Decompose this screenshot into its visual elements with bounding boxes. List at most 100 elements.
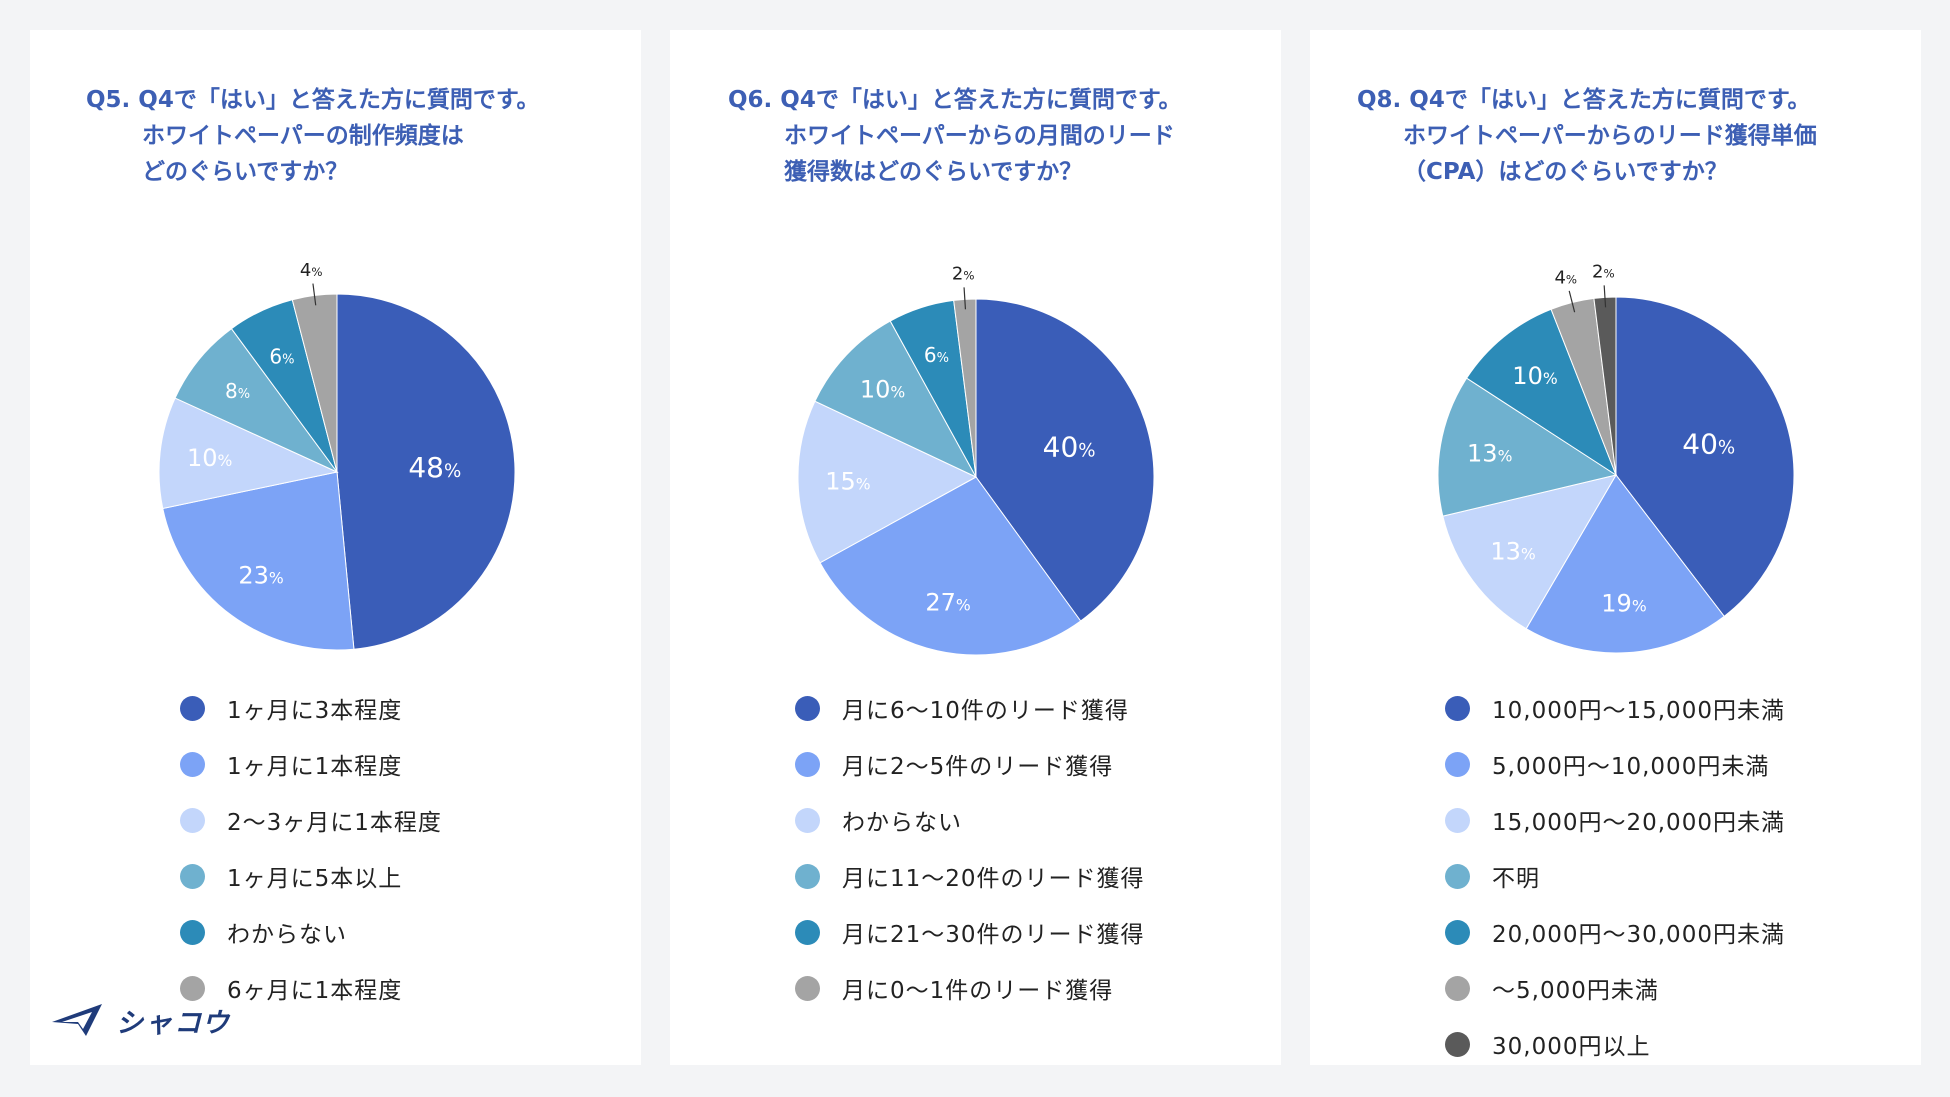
leader-line (1603, 285, 1607, 308)
pie-slice (975, 298, 1155, 622)
legend-swatch (795, 919, 820, 945)
legend-item: 月に2〜5件のリード獲得 (795, 736, 1145, 792)
slice-value-label: 48% (408, 451, 461, 484)
legend-label: 30,000円以上 (1492, 1034, 1651, 1060)
legend-label: 不明 (1492, 866, 1540, 892)
slice-value-label: 4% (300, 260, 323, 281)
slice-value-label: 15% (825, 467, 870, 495)
chart-panel-q8: Q8. Q4で「はい」と答えた方に質問です。 ホワイトペーパーからのリード獲得単… (1310, 30, 1921, 1065)
pie-chart: 48% 23% 10% 8% 6% 4% (158, 260, 516, 651)
slice-value-label: 2% (1592, 262, 1615, 283)
legend-label: 20,000円〜30,000円未満 (1492, 922, 1785, 948)
legend-label: 10,000円〜15,000円未満 (1492, 698, 1785, 724)
legend-label: 2〜3ヶ月に1本程度 (227, 810, 442, 836)
legend-item: 1ヶ月に5本以上 (180, 848, 442, 904)
legend-item: 10,000円〜15,000円未満 (1445, 680, 1785, 736)
slice-value-label: 10% (1512, 362, 1557, 390)
brand-logo: シャコウ (48, 1000, 231, 1040)
legend-label: 5,000円〜10,000円未満 (1492, 754, 1770, 780)
chart-title: Q5. Q4で「はい」と答えた方に質問です。 ホワイトペーパーの制作頻度は どの… (86, 82, 616, 190)
legend-label: 月に2〜5件のリード獲得 (842, 754, 1114, 780)
slice-value-label: 10% (860, 376, 905, 404)
legend: 1ヶ月に3本程度 1ヶ月に1本程度 2〜3ヶ月に1本程度 1ヶ月に5本以上 わからない 6… (180, 680, 442, 1016)
legend-label: 6ヶ月に1本程度 (227, 978, 403, 1004)
chart-title: Q6. Q4で「はい」と答えた方に質問です。 ホワイトペーパーからの月間のリード… (728, 82, 1258, 190)
legend-label: 月に21〜30件のリード獲得 (842, 922, 1145, 948)
chart-panel-q6: Q6. Q4で「はい」と答えた方に質問です。 ホワイトペーパーからの月間のリード… (670, 30, 1281, 1065)
pie-slice (797, 400, 978, 564)
legend-swatch (180, 695, 205, 721)
pie-slice (814, 320, 978, 479)
logo-text: シャコウ (116, 1007, 231, 1039)
legend-item: 5,000円〜10,000円未満 (1445, 736, 1785, 792)
legend-label: わからない (227, 922, 347, 948)
legend-swatch (180, 751, 205, 777)
legend-item: 1ヶ月に3本程度 (180, 680, 442, 736)
slice-value-label: 27% (925, 588, 970, 616)
pie-slice (819, 476, 1082, 656)
legend-swatch (1445, 807, 1470, 833)
slice-value-label: 6% (269, 344, 294, 368)
slice-value-label: 23% (238, 562, 283, 590)
legend-swatch (1445, 1031, 1470, 1057)
legend-item: 2〜3ヶ月に1本程度 (180, 792, 442, 848)
slice-value-label: 6% (924, 343, 949, 367)
pie-slice (1525, 474, 1725, 654)
legend-label: わからない (842, 810, 962, 836)
title-line-2: ホワイトペーパーの制作頻度は (142, 123, 464, 149)
legend-label: 月に11〜20件のリード獲得 (842, 866, 1145, 892)
leader-line (963, 287, 967, 310)
slice-value-label: 13% (1490, 538, 1535, 566)
legend-swatch (180, 975, 205, 1001)
legend-item: わからない (180, 904, 442, 960)
pie-slice (162, 471, 355, 651)
pie-chart: 40% 19% 13% 13% 10% 4% 2% (1437, 262, 1795, 654)
legend-swatch (180, 863, 205, 889)
slice-value-label: 40% (1682, 427, 1735, 460)
legend-swatch (1445, 975, 1470, 1001)
title-line-2: ホワイトペーパーからのリード獲得単価 (1403, 123, 1817, 149)
legend-item: 〜5,000円未満 (1445, 960, 1785, 1016)
legend-swatch (1445, 751, 1470, 777)
pie-slice (1442, 474, 1618, 630)
legend-label: 月に0〜1件のリード獲得 (842, 978, 1114, 1004)
title-line-1: Q6. Q4で「はい」と答えた方に質問です。 (728, 87, 1182, 113)
legend-item: 1ヶ月に1本程度 (180, 736, 442, 792)
slice-value-label: 2% (952, 264, 975, 285)
legend-swatch (795, 807, 820, 833)
pie-slice (1437, 377, 1618, 517)
pie-slice (1465, 308, 1618, 477)
legend-label: 月に6〜10件のリード獲得 (842, 698, 1129, 724)
legend: 月に6〜10件のリード獲得 月に2〜5件のリード獲得 わからない月に11〜20件のリ… (795, 680, 1145, 1016)
leader-line (312, 283, 317, 306)
legend-label: 1ヶ月に3本程度 (227, 698, 403, 724)
chart-title: Q8. Q4で「はい」と答えた方に質問です。 ホワイトペーパーからのリード獲得単… (1357, 82, 1887, 190)
pie-slice (174, 327, 339, 474)
legend-item: わからない (795, 792, 1145, 848)
title-line-2: ホワイトペーパーからの月間のリード (784, 123, 1175, 149)
logo-arrow-icon (52, 1004, 102, 1036)
slice-value-label: 10% (187, 444, 232, 472)
legend-swatch (795, 863, 820, 889)
legend-item: 月に11〜20件のリード獲得 (795, 848, 1145, 904)
legend-item: 月に21〜30件のリード獲得 (795, 904, 1145, 960)
legend-label: 1ヶ月に1本程度 (227, 754, 403, 780)
slice-value-label: 19% (1601, 589, 1646, 617)
legend-item: 15,000円〜20,000円未満 (1445, 792, 1785, 848)
legend-label: 15,000円〜20,000円未満 (1492, 810, 1785, 836)
legend-item: 30,000円以上 (1445, 1016, 1785, 1072)
legend: 10,000円〜15,000円未満 5,000円〜10,000円未満 15,000円… (1445, 680, 1785, 1072)
legend-label: 〜5,000円未満 (1492, 978, 1659, 1004)
title-line-1: Q5. Q4で「はい」と答えた方に質問です。 (86, 87, 540, 113)
slice-value-label: 40% (1043, 431, 1096, 464)
legend-swatch (1445, 863, 1470, 889)
chart-panel-q5: Q5. Q4で「はい」と答えた方に質問です。 ホワイトペーパーの制作頻度は どの… (30, 30, 641, 1065)
legend-label: 1ヶ月に5本以上 (227, 866, 403, 892)
legend-swatch (1445, 695, 1470, 721)
pie-slice (158, 397, 339, 510)
legend-item: 月に0〜1件のリード獲得 (795, 960, 1145, 1016)
pie-slice (1615, 296, 1795, 618)
pie-chart: 40% 27% 15% 10% 6% 2% (797, 264, 1155, 656)
legend-item: 月に6〜10件のリード獲得 (795, 680, 1145, 736)
slice-value-label: 13% (1467, 440, 1512, 468)
